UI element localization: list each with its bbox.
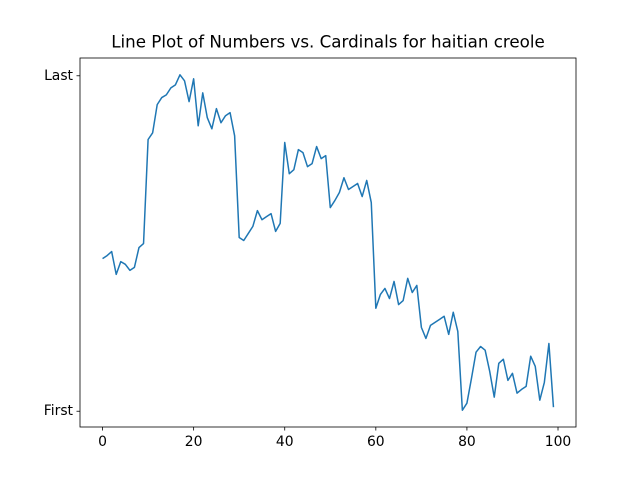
x-tick-label: 40	[276, 434, 294, 450]
x-tick-label: 80	[458, 434, 476, 450]
line	[102, 74, 555, 411]
x-tick-label: 100	[545, 434, 572, 450]
plot-frame	[79, 57, 577, 428]
y-tick-label: Last	[44, 68, 73, 84]
chart-title: Line Plot of Numbers vs. Cardinals for h…	[111, 32, 545, 52]
x-tick-label: 20	[185, 434, 203, 450]
x-tick-label: 60	[367, 434, 385, 450]
x-tick-label: 0	[98, 434, 107, 450]
y-tick-label: First	[44, 403, 74, 419]
